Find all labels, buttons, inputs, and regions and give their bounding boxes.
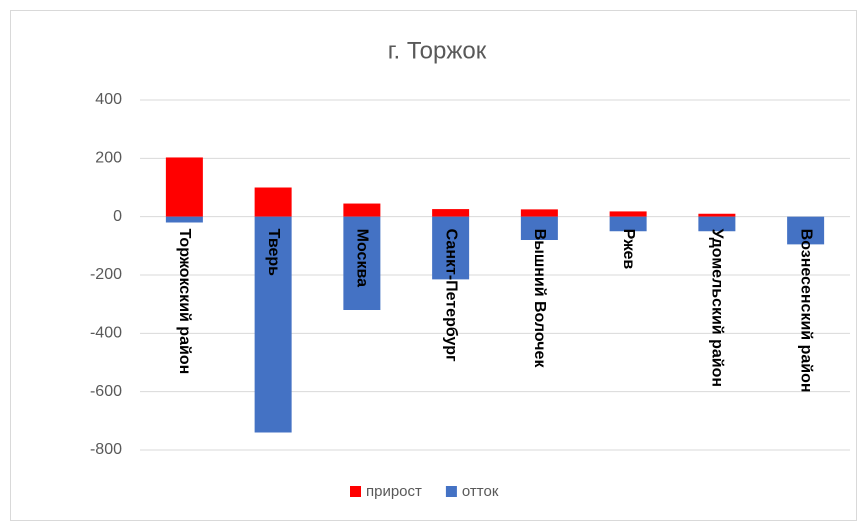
legend-label: прирост (366, 483, 422, 500)
bar (698, 216, 736, 232)
x-tick-label: Удомельский район (709, 229, 726, 387)
x-tick-label: Москва (354, 229, 371, 287)
bar (432, 209, 470, 217)
bar (343, 203, 381, 217)
y-tick-label: 400 (95, 91, 122, 108)
bar (254, 216, 292, 433)
y-tick-label: -400 (90, 325, 122, 342)
x-tick-label: Вышний Волочек (531, 229, 548, 369)
y-tick-label: -800 (90, 441, 122, 458)
bar (520, 216, 558, 240)
x-tick-label: Торжокский район (176, 229, 193, 375)
bar (165, 157, 203, 217)
legend-swatch (350, 486, 361, 497)
y-tick-label: -600 (90, 383, 122, 400)
x-tick-label: Санкт-Петербург (442, 229, 459, 362)
y-tick-label: 0 (113, 208, 122, 225)
bar (254, 187, 292, 217)
bar (609, 211, 647, 217)
bar (698, 213, 736, 217)
bar (432, 216, 470, 280)
y-tick-label: 200 (95, 150, 122, 167)
bar (609, 216, 647, 232)
y-tick-label: -200 (90, 266, 122, 283)
legend-label: отток (462, 483, 499, 500)
x-tick-label: Ржев (620, 229, 637, 270)
bar (165, 216, 203, 223)
x-tick-label: Тверь (265, 229, 282, 276)
bar (343, 216, 381, 310)
chart-title: г. Торжок (388, 37, 487, 64)
legend-swatch (445, 486, 457, 497)
bar (787, 216, 825, 245)
bar (520, 209, 558, 217)
x-tick-label: Вознесенский район (797, 229, 814, 393)
